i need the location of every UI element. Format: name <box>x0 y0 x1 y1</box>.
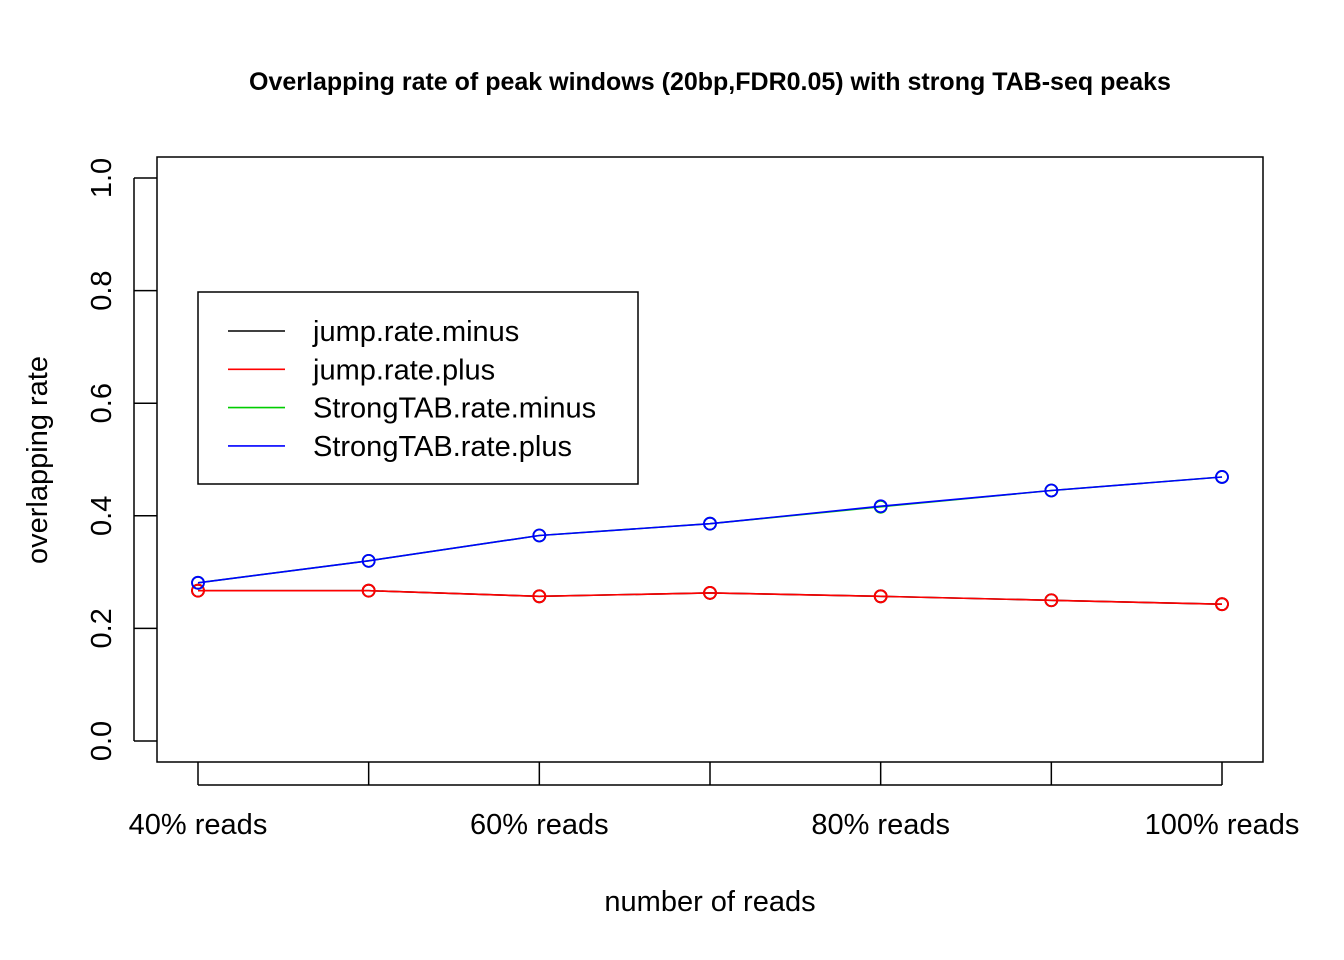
series-jump-rate-plus <box>191 583 1229 612</box>
series-jump-rate-minus <box>191 583 1229 612</box>
data-point <box>532 528 547 543</box>
y-tick-label: 1.0 <box>86 158 118 198</box>
legend-label: jump.rate.plus <box>312 354 495 386</box>
legend-item: StrongTAB.rate.plus <box>228 431 572 463</box>
chart-title: Overlapping rate of peak windows (20bp,F… <box>249 68 1171 96</box>
x-tick-label: 100% reads <box>1145 809 1300 841</box>
legend-box <box>197 291 639 485</box>
legend-label: StrongTAB.rate.minus <box>313 393 596 425</box>
data-point <box>873 589 888 604</box>
data-point <box>1044 483 1059 498</box>
y-tick-label: 0.0 <box>86 721 118 761</box>
series-StrongTAB-rate-plus <box>191 470 1229 590</box>
data-point <box>361 553 376 568</box>
data-point <box>873 499 888 514</box>
y-tick-label: 0.2 <box>86 608 118 648</box>
series-line <box>198 589 1223 605</box>
legend-item: jump.rate.minus <box>228 316 519 348</box>
legend-item: StrongTAB.rate.minus <box>228 393 596 425</box>
y-axis-label: overlapping rate <box>22 356 54 564</box>
data-point <box>1044 593 1059 608</box>
y-tick-label: 0.6 <box>86 383 118 423</box>
data-point <box>191 575 205 590</box>
data-point <box>703 516 717 531</box>
x-axis: 40% reads 60% reads 80% reads 100% reads <box>129 762 1300 841</box>
x-axis-label: number of reads <box>604 886 815 918</box>
series-layer <box>191 470 1229 612</box>
y-tick-label: 0.8 <box>86 270 118 310</box>
y-axis: 0.0 0.2 0.4 0.6 0.8 1.0 <box>86 158 157 761</box>
legend: jump.rate.minus jump.rate.plus StrongTAB.r… <box>197 291 639 485</box>
data-point <box>1215 597 1229 612</box>
data-point <box>532 589 547 604</box>
data-point <box>191 583 205 598</box>
x-tick-label: 40% reads <box>129 809 268 841</box>
y-tick-label: 0.4 <box>86 496 118 536</box>
legend-label: jump.rate.minus <box>312 316 519 348</box>
x-tick-label: 80% reads <box>811 809 950 841</box>
series-line <box>197 476 1223 584</box>
legend-label: StrongTAB.rate.plus <box>313 431 572 463</box>
data-point <box>1215 470 1229 484</box>
data-point <box>703 586 717 600</box>
data-point <box>361 583 376 598</box>
x-tick-label: 60% reads <box>470 809 609 841</box>
legend-item: jump.rate.plus <box>228 354 495 386</box>
